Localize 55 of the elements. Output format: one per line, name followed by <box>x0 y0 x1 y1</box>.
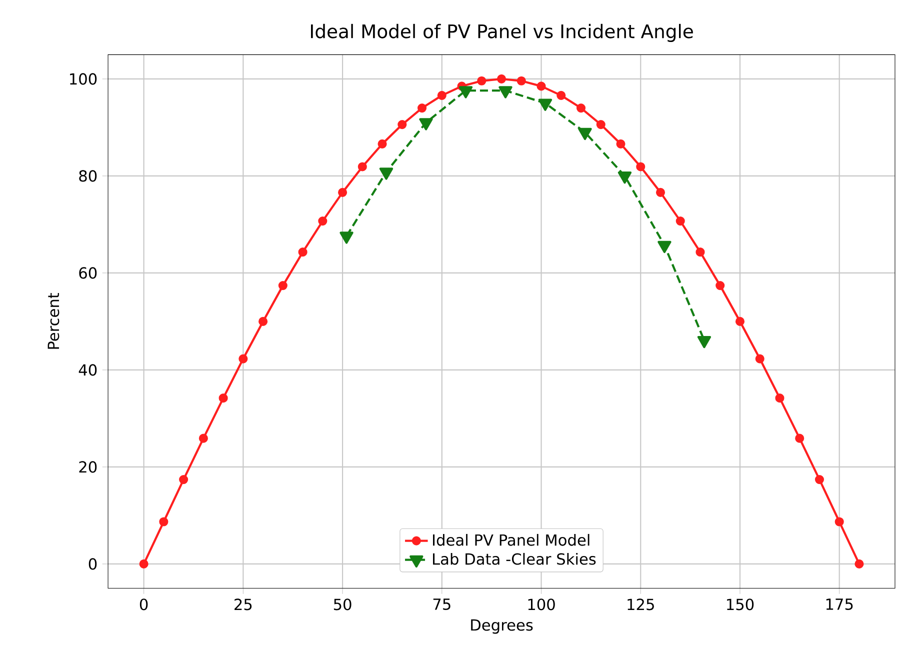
point <box>417 103 427 112</box>
point <box>656 188 666 197</box>
y-tick-label: 100 <box>70 73 97 85</box>
point <box>338 188 348 197</box>
point <box>516 76 526 86</box>
point <box>496 74 506 84</box>
x-tick-label: 175 <box>826 598 853 610</box>
point <box>716 280 725 290</box>
point <box>735 316 745 326</box>
legend-label: Lab Data -Clear Skies <box>433 552 596 565</box>
point <box>398 120 407 129</box>
x-tick-label: 50 <box>334 598 352 610</box>
point <box>378 139 387 148</box>
point <box>696 247 705 257</box>
point <box>258 316 268 326</box>
point <box>318 216 328 226</box>
point <box>238 354 248 364</box>
x-tick-label: 25 <box>234 598 252 610</box>
y-tick-label: 80 <box>79 170 97 182</box>
legend-label: Ideal PV Panel Model <box>433 534 590 546</box>
point <box>159 517 168 526</box>
point <box>536 82 546 91</box>
point <box>854 559 864 568</box>
point <box>278 280 288 290</box>
y-tick-label: 0 <box>88 558 97 570</box>
x-tick-label: 75 <box>433 598 450 610</box>
point <box>795 434 804 443</box>
point <box>358 162 367 172</box>
x-tick-label: 100 <box>528 598 555 610</box>
point <box>218 393 228 403</box>
point <box>576 103 586 112</box>
y-tick-label: 60 <box>79 267 97 279</box>
point <box>755 354 764 364</box>
x-tick-label: 150 <box>727 598 754 610</box>
point <box>139 559 148 568</box>
point <box>556 90 566 100</box>
chart-title: Ideal Model of PV Panel vs Incident Angle <box>311 24 693 42</box>
y-tick-label: 20 <box>79 461 97 473</box>
x-tick-label: 0 <box>140 598 148 610</box>
x-tick-label: 125 <box>628 598 654 610</box>
point <box>198 434 208 443</box>
point <box>596 120 606 129</box>
point <box>437 90 446 100</box>
point <box>298 247 308 257</box>
point <box>834 517 844 526</box>
x-axis-title: Degrees <box>471 619 533 634</box>
point <box>676 216 685 226</box>
point <box>179 474 188 484</box>
point <box>636 162 646 172</box>
y-tick-label: 40 <box>78 364 97 376</box>
point <box>477 76 486 86</box>
point <box>775 393 784 403</box>
y-axis-title: Percent <box>48 292 60 349</box>
point <box>616 139 626 148</box>
point <box>814 474 824 484</box>
